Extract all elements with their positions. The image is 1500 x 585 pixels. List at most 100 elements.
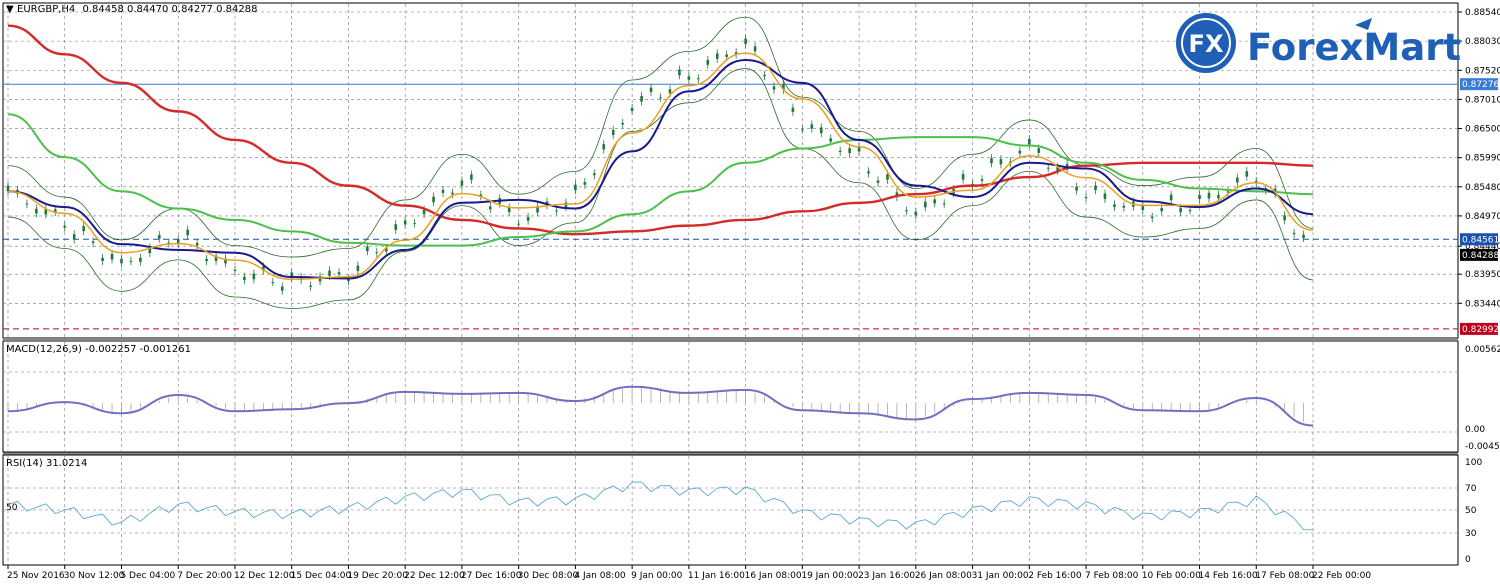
candle-body [25,203,29,205]
time-tick-label: 23 Jan 16:00 [858,571,915,581]
candle-body [347,278,350,282]
candle-body [905,210,908,212]
price-tag-box [1460,248,1498,261]
price-tick-label: 0.88540 [1465,8,1500,18]
candle-body [233,269,237,272]
candle-body [687,76,691,80]
candle-body [1075,186,1078,191]
candle-body [1160,208,1163,212]
candle-body [555,210,558,212]
price-tag-label: 0.82992 [1462,325,1499,335]
candle-body [999,159,1003,165]
candle-body [1226,191,1230,193]
time-tick-label: 7 Dec 20:00 [177,571,232,581]
candle-body [678,69,681,76]
candle-body [205,258,208,262]
logo-text: ForexMart [1247,26,1461,69]
price-tick-label: 0.83440 [1465,299,1500,309]
candle-body [1122,205,1126,208]
candle-body [120,258,123,264]
candle-body [44,208,48,215]
candle-body [139,257,142,262]
symbol-dropdown-icon[interactable]: ▼ [6,4,14,15]
candle-body [574,184,577,191]
rsi-label: RSI(14) 31.0214 [6,458,87,469]
candle-body [167,242,171,244]
candle-body [1198,194,1201,200]
candle-body [1169,194,1173,201]
candle-body [791,107,795,112]
price-tick-label: 0.86500 [1465,125,1500,135]
indicator-overlays [3,83,1458,330]
candle-body [1179,207,1182,213]
time-tick-label: 17 Feb 08:00 [1255,571,1314,581]
candle-body [91,241,95,244]
candle-body [72,234,76,240]
candle-body [668,89,672,94]
time-tick-label: 22 Feb 00:00 [1312,571,1371,581]
candle-body [1245,171,1249,177]
candle-body [318,276,322,282]
candle-body [876,180,880,183]
candle-body [366,246,369,252]
macd-panel[interactable] [2,340,1459,453]
candle-body [451,192,454,195]
candle-body [583,182,587,185]
candle-body [980,179,984,181]
candle-body [413,223,416,225]
price-tick-label: 0.87010 [1465,95,1500,105]
candle-body [715,53,719,59]
candle-body [53,209,57,213]
ma-green-line [7,113,1314,247]
candle-body [148,247,152,254]
main-panel[interactable] [2,2,1459,339]
candle-body [933,199,937,204]
candle-body [886,174,889,180]
candle-body [1037,148,1041,153]
candle-body [1046,167,1050,169]
candle-body [176,239,180,245]
time-tick-label: 22 Dec 12:00 [404,571,465,581]
candle-body [290,272,293,279]
rsi-tick-label: 30 [1465,529,1477,539]
rsi-line [7,481,1314,531]
candle-body [1292,232,1296,235]
ma-navy-line [7,58,1314,280]
candle-body [470,174,473,180]
candle-body [810,124,814,129]
candle-body [1028,138,1031,145]
candle-body [819,127,823,134]
candle-body [961,173,965,180]
time-tick-label: 30 Nov 12:00 [64,571,125,581]
candles [6,34,1305,295]
price-tag-label: 0.87276 [1462,80,1499,90]
candle-body [1188,210,1192,212]
ma-red-line [7,24,1314,236]
candle-body [602,144,606,150]
candle-body [829,138,833,142]
time-tick-label: 31 Jan 00:00 [972,571,1029,581]
candle-body [422,209,426,215]
rsi-tick-label: 70 [1465,484,1477,494]
candle-body [801,129,804,131]
candle-body [1113,204,1116,208]
candle-body [649,87,653,93]
candle-body [356,265,360,272]
candle-body [479,194,483,197]
candle-body [6,185,10,192]
candle-body [867,171,870,174]
rsi-tick-label: 100 [1465,458,1482,468]
candle-body [1084,197,1088,199]
candle-body [744,38,747,45]
candle-body [1094,185,1097,191]
time-tick-label: 27 Dec 16:00 [461,571,522,581]
time-tick-label: 5 Dec 04:00 [120,571,175,581]
candle-body [110,253,114,260]
candle-body [214,255,218,261]
candle-body [517,223,520,225]
price-tick-label: 0.87520 [1465,66,1500,76]
candle-body [1236,177,1239,183]
time-tick-label: 25 Nov 2016 [7,571,65,581]
candle-body [1141,204,1145,210]
